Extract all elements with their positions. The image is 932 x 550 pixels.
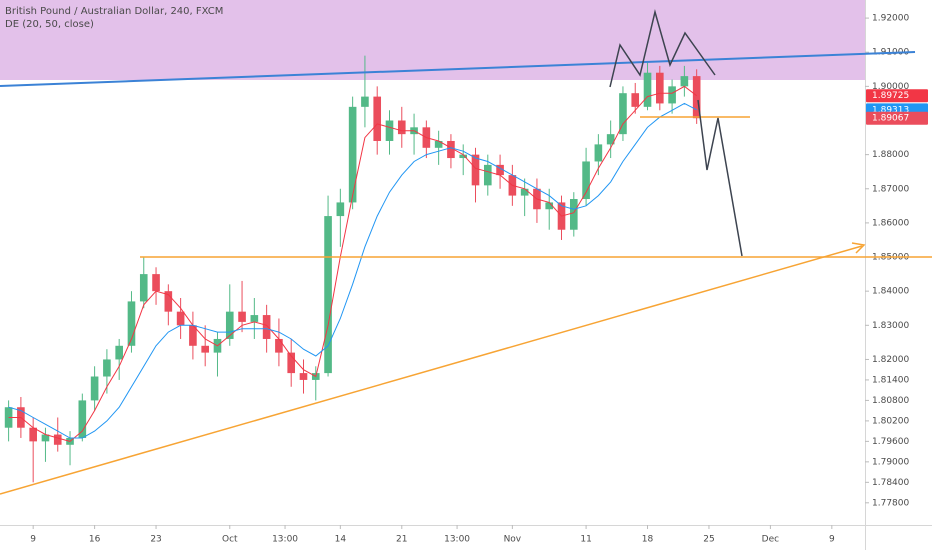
rising-trend-line xyxy=(0,245,863,495)
candle-body xyxy=(483,164,492,186)
price-tag xyxy=(866,111,928,125)
plot-area xyxy=(0,0,865,483)
candle-body xyxy=(385,120,394,141)
drawings xyxy=(0,9,932,495)
x-tick-label: Oct xyxy=(222,535,238,545)
candle-body xyxy=(164,291,173,312)
candle-body xyxy=(348,106,357,203)
chart-title: British Pound / Australian Dollar, 240, … xyxy=(5,6,223,17)
x-tick-label: 13:00 xyxy=(272,535,298,545)
candle-body xyxy=(447,140,455,159)
projection-drawing xyxy=(697,99,743,257)
candle-body xyxy=(127,301,136,346)
candle-body xyxy=(361,96,369,107)
pattern-drawing xyxy=(609,9,716,88)
candle-body xyxy=(115,345,123,360)
candle-body xyxy=(103,359,111,377)
candle-body xyxy=(41,434,50,442)
price-tag-label: 1.89313 xyxy=(872,105,909,115)
candle-body xyxy=(324,216,332,374)
y-tick-label: 1.82000 xyxy=(872,355,909,365)
x-tick-label: 25 xyxy=(703,535,714,545)
candle-body xyxy=(275,338,283,353)
candle-body xyxy=(643,72,652,107)
candle-body xyxy=(655,72,664,104)
candle-body xyxy=(336,202,345,217)
candle-body xyxy=(299,373,308,380)
candle-body xyxy=(594,144,603,162)
y-tick-label: 1.84000 xyxy=(872,287,909,297)
candle-body xyxy=(496,164,504,176)
candle-body xyxy=(53,434,62,445)
candle-body xyxy=(139,274,148,302)
candle-body xyxy=(250,315,259,322)
candle-body xyxy=(90,376,99,401)
candle-body xyxy=(397,120,406,135)
candle-body xyxy=(459,154,468,159)
trend-line xyxy=(0,51,916,87)
moving-average xyxy=(8,85,698,442)
y-tick-label: 1.79000 xyxy=(872,457,909,467)
y-tick-label: 1.77800 xyxy=(872,498,909,508)
candle-body xyxy=(225,311,234,339)
candle-body xyxy=(373,96,382,141)
y-tick-label: 1.79600 xyxy=(872,437,909,447)
y-tick-label: 1.87000 xyxy=(872,184,909,194)
candle-body xyxy=(201,345,210,353)
y-tick-label: 1.80200 xyxy=(872,416,909,426)
candle-body xyxy=(238,311,246,322)
candle-body xyxy=(631,93,640,107)
y-tick-label: 1.83000 xyxy=(872,321,909,331)
candle-body xyxy=(176,311,185,326)
price-tag-label: 1.89067 xyxy=(872,114,909,124)
y-tick-label: 1.86000 xyxy=(872,218,909,228)
y-tick-label: 1.78400 xyxy=(872,478,909,488)
y-tick-label: 1.80800 xyxy=(872,396,909,406)
x-tick-label: 16 xyxy=(89,535,101,545)
candle-body xyxy=(582,161,590,200)
resistance-zone xyxy=(0,0,865,80)
candle-body xyxy=(262,315,271,339)
y-tick-label: 1.90000 xyxy=(872,82,909,92)
candle-body xyxy=(619,93,627,135)
x-tick-label: Nov xyxy=(504,535,522,545)
candle-body xyxy=(189,325,197,346)
x-tick-label: 13:00 xyxy=(444,535,470,545)
candle-body xyxy=(471,154,480,186)
candle-body xyxy=(569,199,578,230)
y-tick-label: 1.92000 xyxy=(872,14,909,24)
candle-body xyxy=(606,134,615,145)
arrow-head xyxy=(851,242,866,254)
x-tick-label: 9 xyxy=(829,535,835,545)
candle-body xyxy=(78,400,87,438)
candle-body xyxy=(520,188,529,196)
x-tick-label: Dec xyxy=(762,535,779,545)
candle-body xyxy=(680,76,689,87)
candle-body xyxy=(434,140,443,148)
x-tick-label: 18 xyxy=(642,535,654,545)
y-tick-label: 1.81400 xyxy=(872,375,909,385)
candle-body xyxy=(29,427,37,442)
price-tag-label: 1.89725 xyxy=(872,91,909,101)
y-tick-label: 1.88000 xyxy=(872,150,909,160)
moving-average xyxy=(8,102,697,439)
indicator-title: DE (20, 50, close) xyxy=(5,19,94,30)
candle-body xyxy=(668,86,676,104)
x-tick-label: 21 xyxy=(396,535,407,545)
x-tick-label: 23 xyxy=(150,535,161,545)
candle-body xyxy=(152,274,160,292)
candle-body xyxy=(692,76,701,119)
x-tick-label: 14 xyxy=(335,535,347,545)
x-tick-label: 9 xyxy=(30,535,36,545)
price-tag xyxy=(866,89,928,103)
x-tick-label: 11 xyxy=(580,535,591,545)
candle-body xyxy=(545,202,554,210)
candle-body xyxy=(287,352,296,374)
